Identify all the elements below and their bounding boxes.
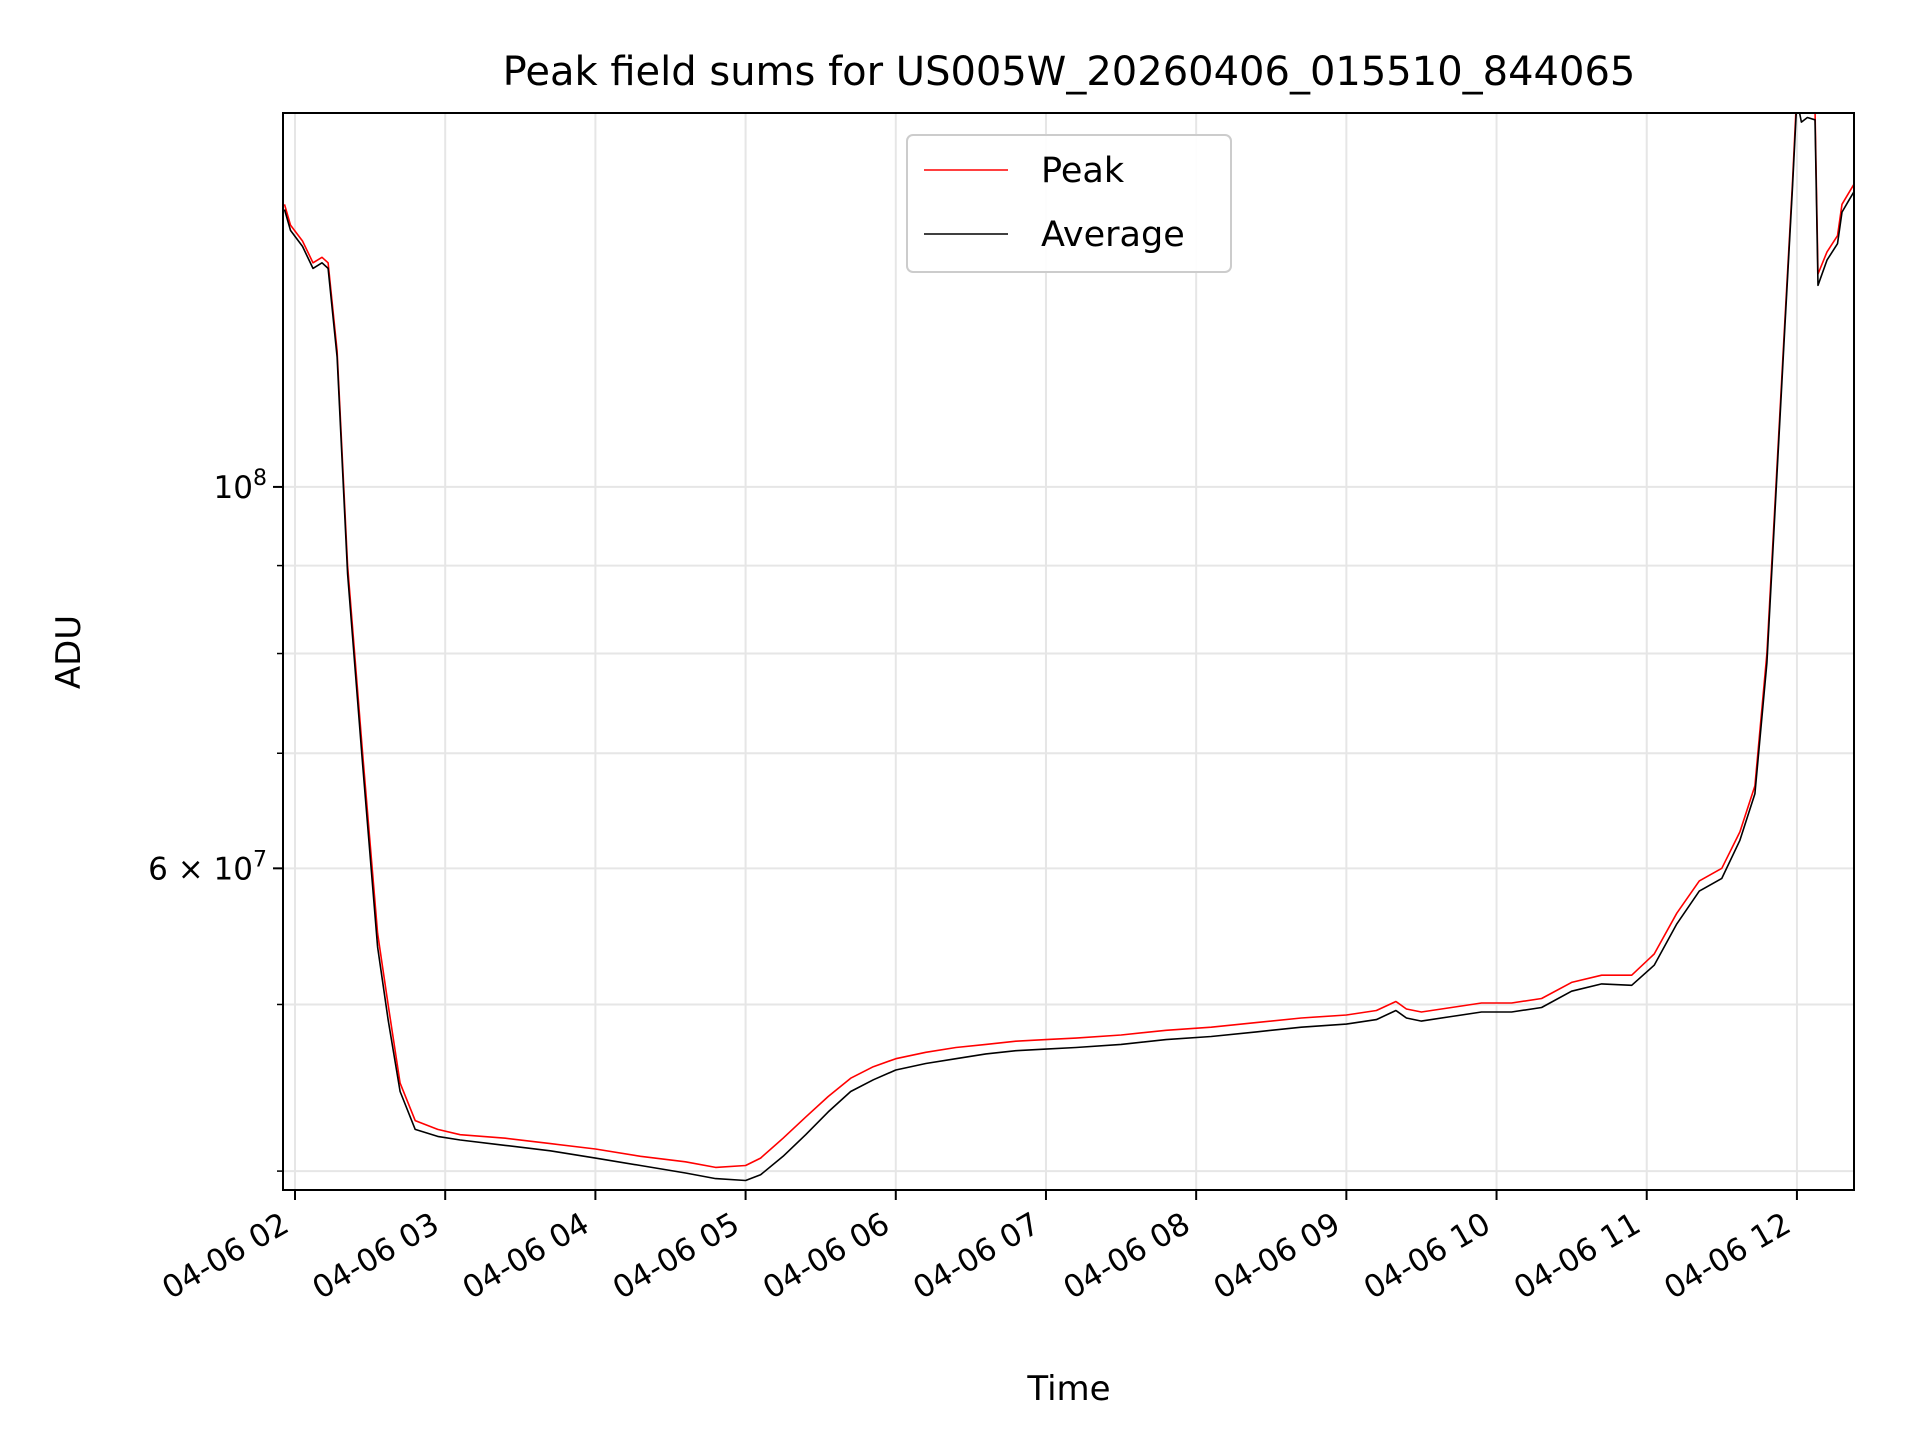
series-lines [283, 113, 1854, 1182]
grid [283, 113, 1854, 1190]
y-axis-label: ADU [49, 615, 89, 689]
y-tick-label-base: 6 × 10 [148, 851, 253, 887]
y-tick-label: 6 × 107 [148, 847, 267, 887]
chart-title: Peak field sums for US005W_20260406_0155… [503, 49, 1636, 95]
y-axis-ticks: 108 6 × 107 [148, 466, 283, 1172]
y-tick-label-exponent: 8 [253, 466, 267, 491]
x-axis-label: Time [1026, 1369, 1110, 1409]
plot-frame [282, 112, 1855, 1191]
series-line-average [283, 113, 1854, 1182]
legend-average-label: Average [1041, 215, 1185, 255]
legend: Peak Average [906, 134, 1232, 273]
y-tick-label: 108 [214, 466, 267, 506]
y-tick-label-exponent: 7 [253, 847, 267, 872]
legend-peak-label: Peak [1041, 151, 1125, 191]
y-tick-label-base: 10 [214, 470, 253, 506]
